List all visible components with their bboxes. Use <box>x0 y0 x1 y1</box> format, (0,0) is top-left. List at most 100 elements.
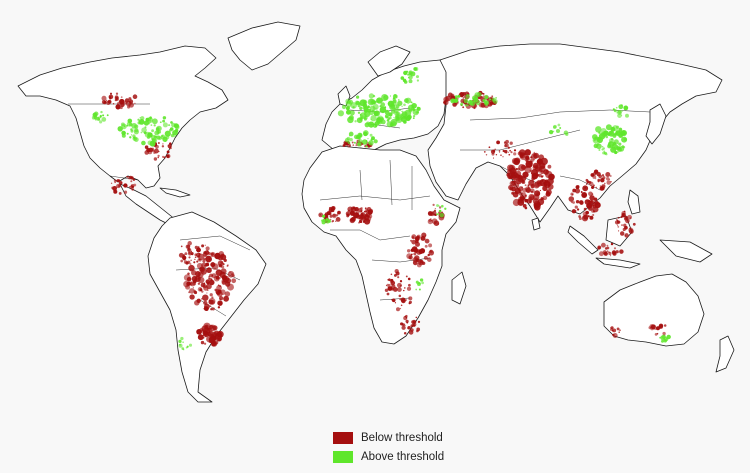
map-region-blob <box>403 289 405 292</box>
map-region-blob <box>367 137 369 140</box>
map-region-blob <box>507 146 510 149</box>
map-region-blob <box>572 188 577 193</box>
map-region-blob <box>582 185 589 192</box>
map-region-blob <box>610 126 616 132</box>
map-region-blob <box>166 154 170 158</box>
map-region-blob <box>208 277 211 280</box>
map-region-blob <box>574 188 581 194</box>
map-region-blob <box>349 211 352 213</box>
map-region-blob <box>606 180 611 185</box>
map-region-blob <box>571 209 577 214</box>
map-region-blob <box>105 99 108 102</box>
map-region-blob <box>606 244 609 247</box>
map-region-blob <box>623 223 627 227</box>
madagascar <box>451 271 467 305</box>
map-region-blob <box>393 116 395 119</box>
map-region-blob <box>403 103 406 107</box>
map-region-blob <box>132 178 136 182</box>
map-region-blob <box>496 140 500 145</box>
map-region-blob <box>473 100 475 102</box>
map-region-blob <box>593 139 596 142</box>
map-region-blob <box>453 98 459 103</box>
map-region-blob <box>521 180 526 185</box>
map-region-blob <box>624 234 627 237</box>
map-region-blob <box>418 249 424 255</box>
map-region-blob <box>202 271 204 273</box>
map-region-blob <box>198 276 205 284</box>
map-region-blob <box>524 149 532 156</box>
map-region-blob <box>533 151 536 154</box>
map-region-blob <box>144 145 149 149</box>
map-region-blob <box>206 289 209 292</box>
map-region-blob <box>150 124 153 126</box>
australia <box>603 273 705 347</box>
map-region-blob <box>416 327 421 332</box>
map-region-blob <box>416 234 421 239</box>
map-region-blob <box>363 210 366 213</box>
map-region-blob <box>495 97 497 99</box>
map-region-blob <box>624 216 629 220</box>
map-region-blob <box>128 102 134 108</box>
map-region-blob <box>164 140 167 142</box>
map-region-blob <box>598 131 601 134</box>
map-region-blob <box>206 292 208 294</box>
map-region-blob <box>416 79 420 82</box>
map-region-blob <box>400 304 403 307</box>
map-region-blob <box>170 133 175 138</box>
map-region-blob <box>203 342 207 345</box>
map-region-blob <box>363 214 370 220</box>
map-region-blob <box>226 264 229 267</box>
map-region-blob <box>541 179 544 182</box>
map-region-blob <box>403 80 408 84</box>
map-region-blob <box>585 199 587 201</box>
map-region-blob <box>407 73 410 76</box>
map-region-blob <box>603 251 608 256</box>
map-region-blob <box>593 197 598 202</box>
map-region-blob <box>194 300 200 306</box>
map-region-blob <box>346 136 351 141</box>
map-region-blob <box>532 165 538 170</box>
map-region-blob <box>355 100 360 105</box>
map-region-blob <box>629 227 632 230</box>
map-region-blob <box>612 141 617 146</box>
map-region-blob <box>489 101 494 106</box>
sumatra <box>567 225 599 255</box>
map-region-blob <box>545 170 553 179</box>
map-region-blob <box>603 150 605 152</box>
map-region-blob <box>405 319 409 323</box>
map-region-blob <box>548 184 551 187</box>
map-region-blob <box>403 70 408 76</box>
map-region-blob <box>110 182 113 184</box>
map-region-blob <box>655 326 660 331</box>
map-region-blob <box>485 96 488 99</box>
map-region-blob <box>355 95 360 99</box>
map-region-blob <box>600 177 605 183</box>
map-region-blob <box>408 75 413 80</box>
map-region-blob <box>410 248 415 252</box>
map-region-blob <box>129 136 132 139</box>
map-region-blob <box>547 164 552 169</box>
map-region-blob <box>362 99 368 105</box>
map-region-blob <box>589 195 595 201</box>
map-region-blob <box>367 108 372 113</box>
map-region-blob <box>367 105 370 109</box>
map-region-blob <box>610 327 612 329</box>
map-region-blob <box>372 94 376 98</box>
map-region-blob <box>613 132 617 136</box>
map-region-blob <box>112 185 118 191</box>
map-region-blob <box>206 283 212 290</box>
map-region-blob <box>188 256 191 259</box>
map-region-blob <box>430 211 435 217</box>
map-region-blob <box>345 100 352 108</box>
map-region-blob <box>620 130 626 135</box>
map-region-blob <box>586 211 589 214</box>
map-region-blob <box>211 341 218 347</box>
map-region-blob <box>575 199 580 204</box>
map-region-blob <box>412 114 416 118</box>
map-region-blob <box>604 247 608 250</box>
map-region-blob <box>406 115 411 121</box>
map-region-blob <box>621 136 628 143</box>
map-region-blob <box>395 111 401 117</box>
map-region-blob <box>225 277 227 279</box>
map-region-blob <box>403 120 407 124</box>
